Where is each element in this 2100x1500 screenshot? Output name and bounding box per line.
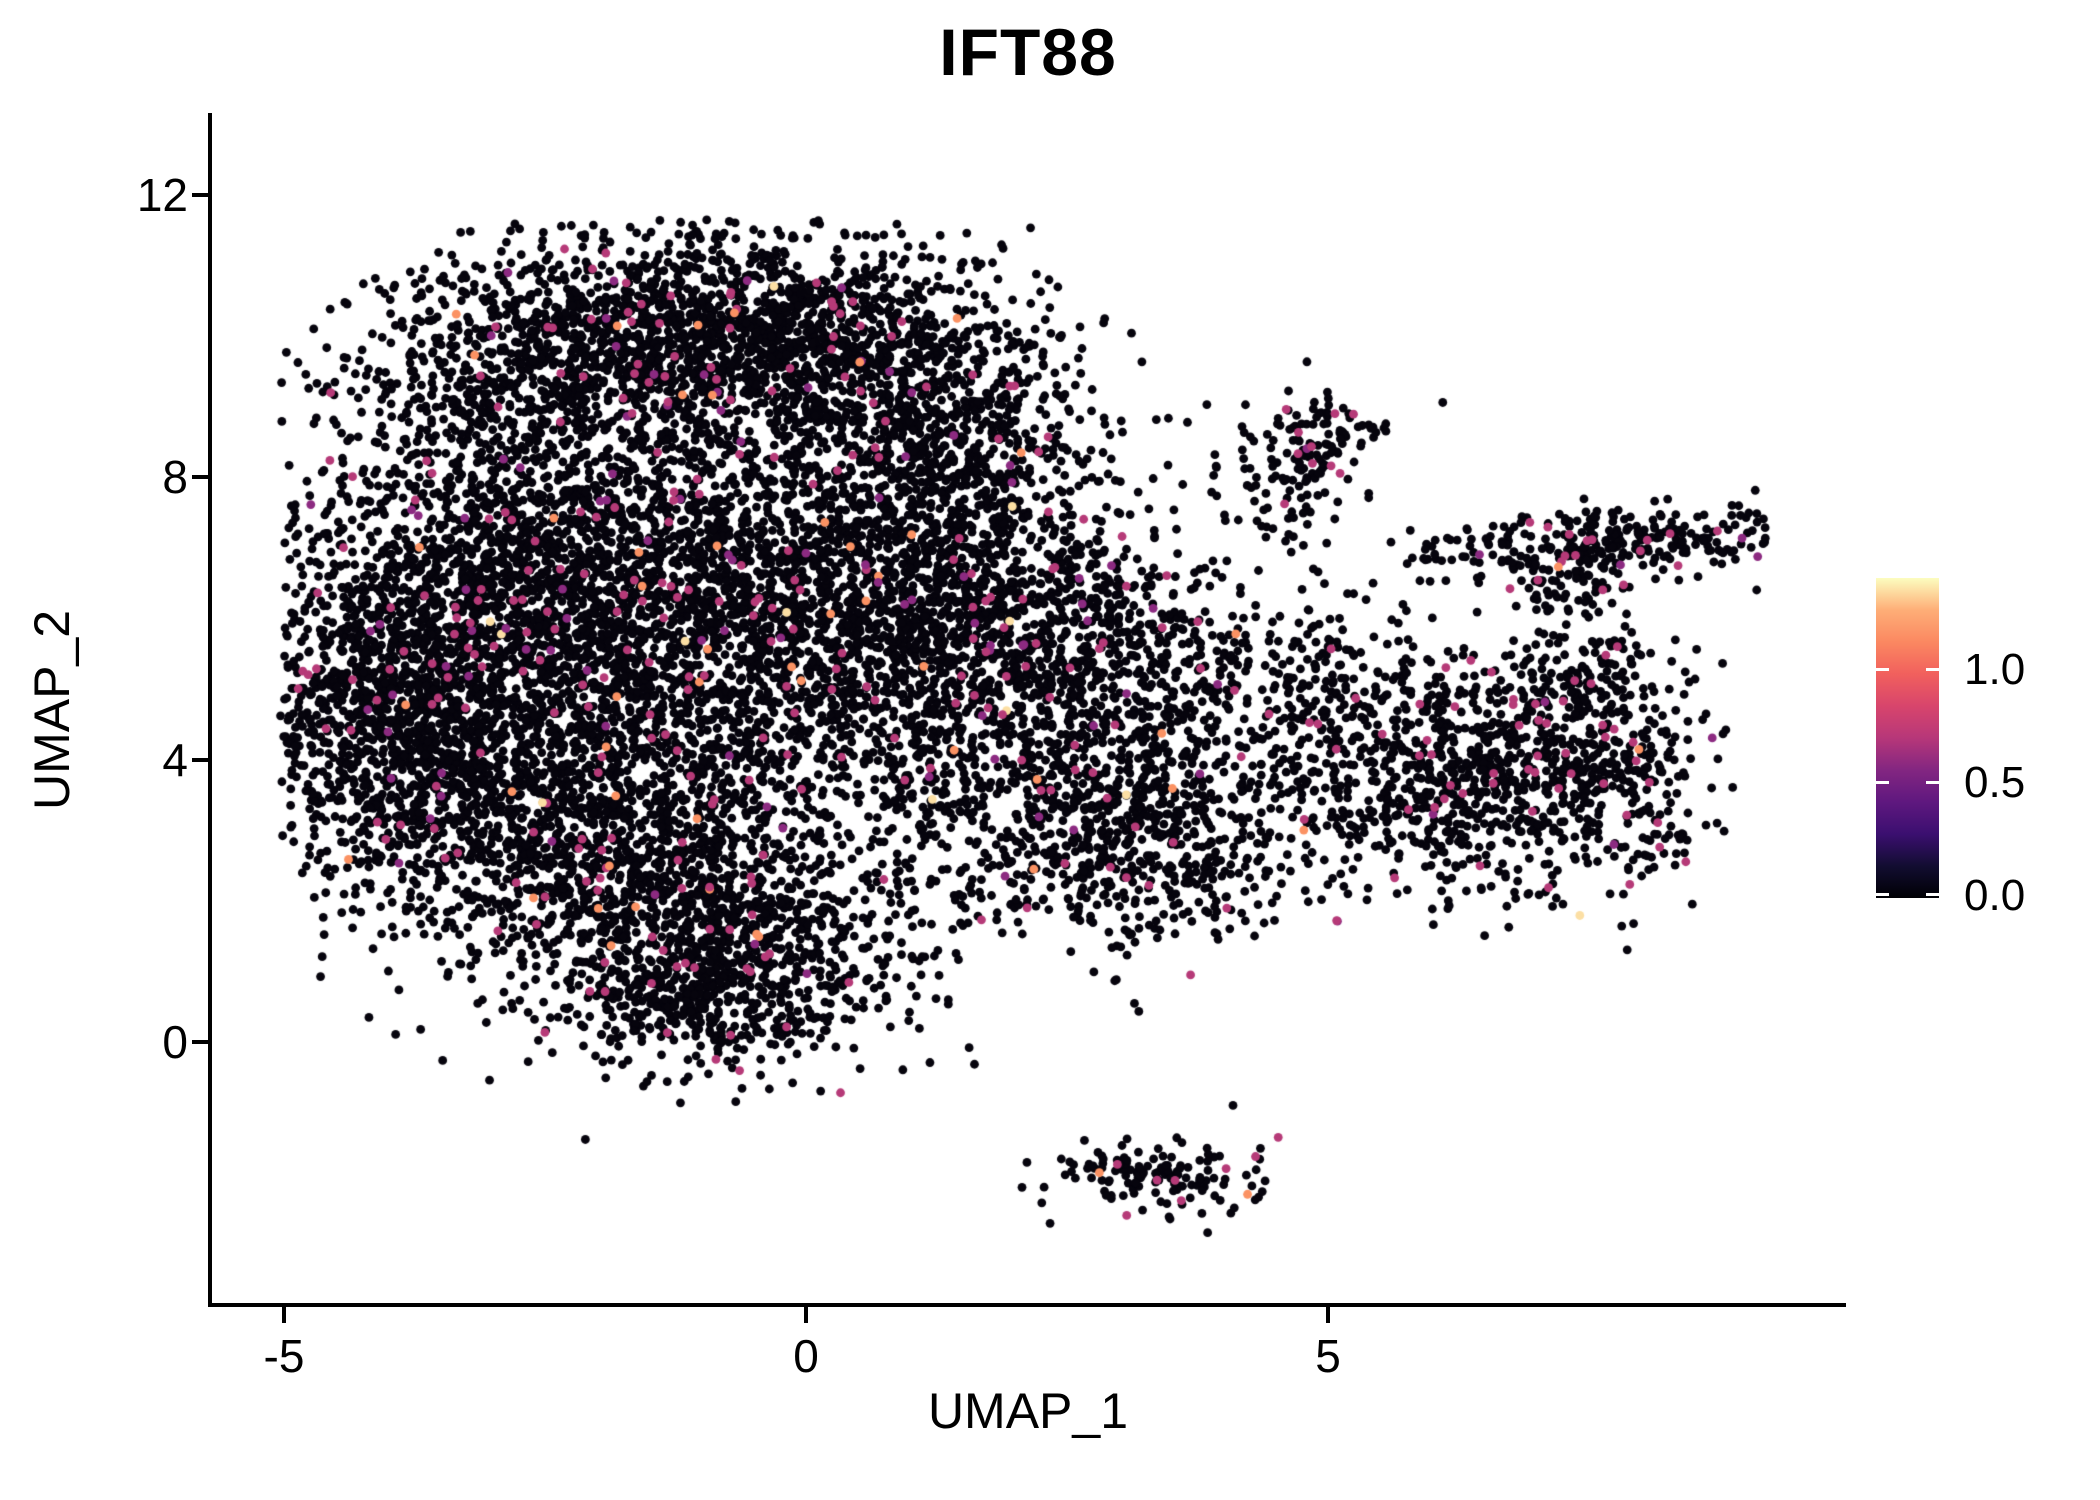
x-tick-0 xyxy=(804,1307,808,1323)
colorbar-label-0.5: 0.5 xyxy=(1964,758,2026,807)
x-tick-neg5 xyxy=(282,1307,286,1323)
colorbar-tick-1.0-left xyxy=(1876,668,1889,671)
x-tick-label-neg5: -5 xyxy=(263,1330,305,1382)
colorbar-tick-1.0-right xyxy=(1926,668,1939,671)
y-tick-label-12: 12 xyxy=(136,169,188,221)
y-axis-line xyxy=(208,113,212,1307)
x-axis-line xyxy=(208,1303,1846,1307)
colorbar-tick-0.5-right xyxy=(1926,781,1939,784)
colorbar-tick-0.0-left xyxy=(1876,893,1889,896)
x-axis-title: UMAP_1 xyxy=(927,1383,1129,1439)
colorbar-tick-0.0-right xyxy=(1926,893,1939,896)
y-tick-4 xyxy=(192,758,208,762)
x-tick-5 xyxy=(1326,1307,1330,1323)
y-tick-label-8: 8 xyxy=(162,451,188,503)
colorbar-label-0.0: 0.0 xyxy=(1964,871,2026,920)
colorbar-gradient xyxy=(1876,578,1939,898)
y-tick-12 xyxy=(192,193,208,197)
x-tick-label-0: 0 xyxy=(793,1330,819,1382)
colorbar-label-1.0: 1.0 xyxy=(1964,645,2026,694)
x-tick-label-5: 5 xyxy=(1315,1330,1341,1382)
y-tick-label-0: 0 xyxy=(162,1016,188,1068)
y-tick-8 xyxy=(192,475,208,479)
y-axis-title-text: UMAP_2 xyxy=(24,609,80,811)
y-tick-label-4: 4 xyxy=(162,734,188,786)
y-tick-0 xyxy=(192,1040,208,1044)
plot-title: IFT88 xyxy=(939,15,1117,89)
colorbar-tick-0.5-left xyxy=(1876,781,1889,784)
